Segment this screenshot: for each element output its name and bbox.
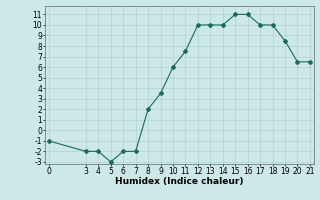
X-axis label: Humidex (Indice chaleur): Humidex (Indice chaleur) <box>115 177 244 186</box>
